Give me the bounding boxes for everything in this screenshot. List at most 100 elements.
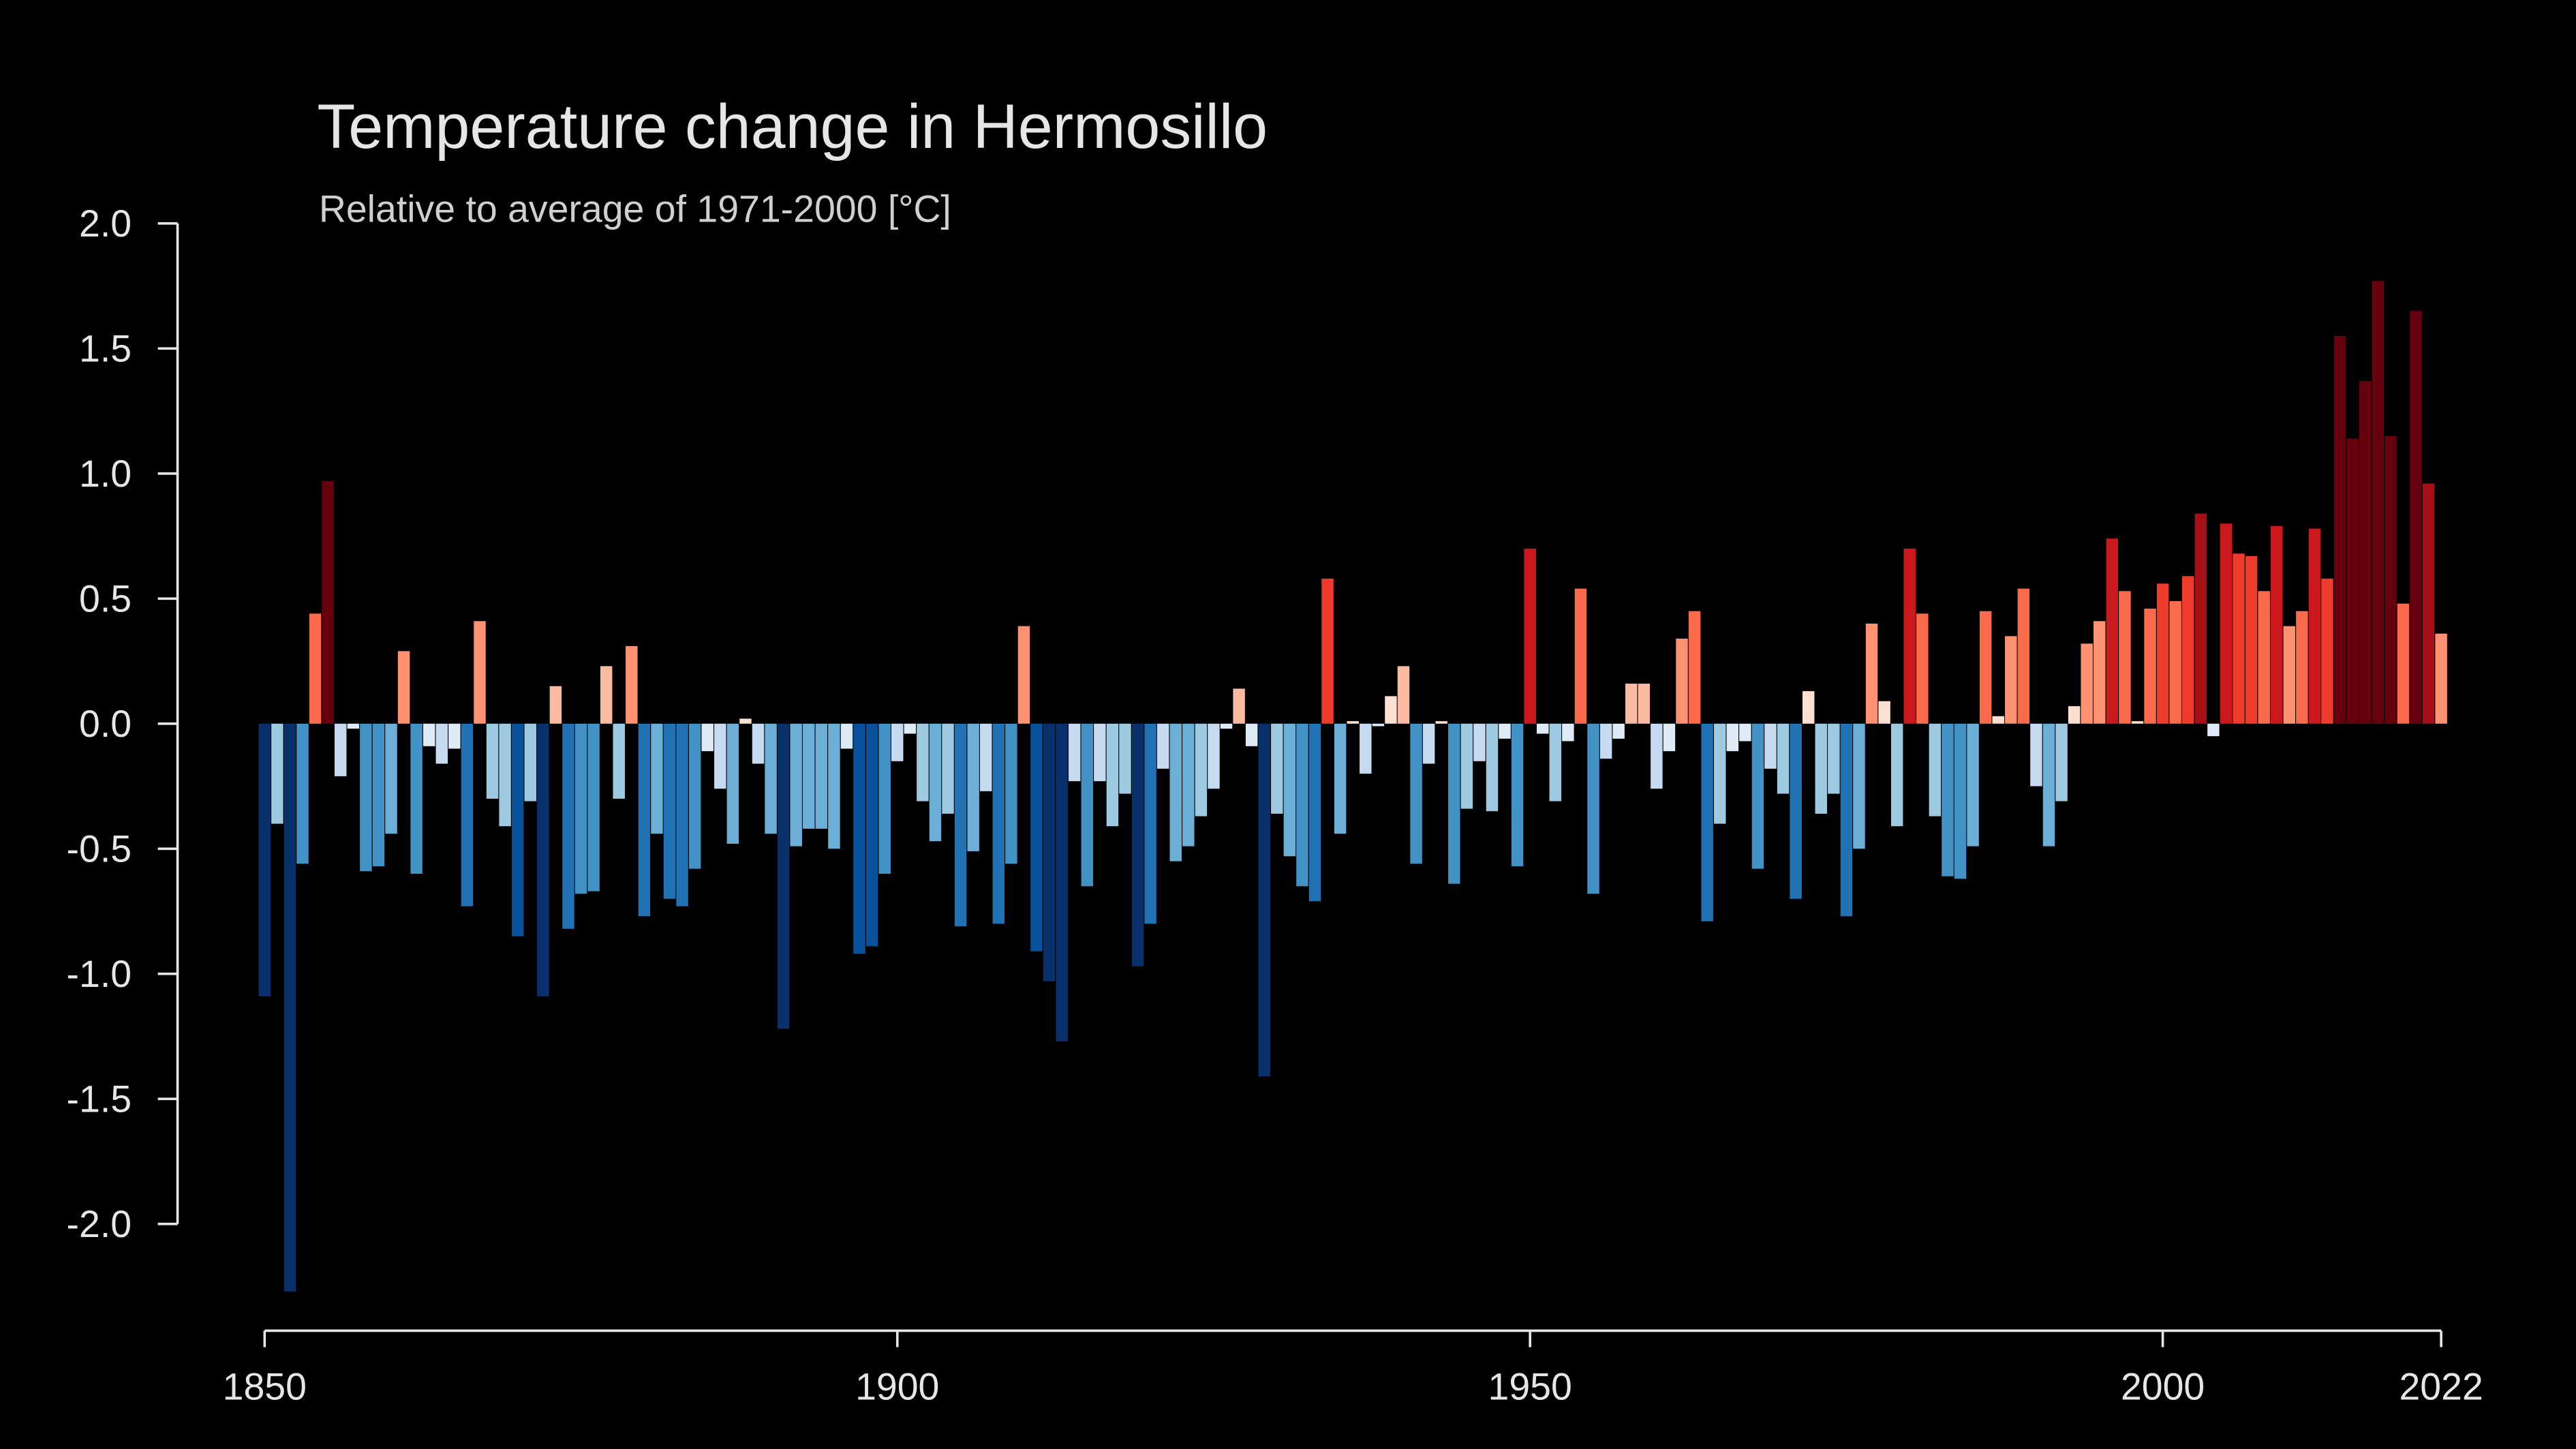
y-tick-label: -0.5 [67, 828, 132, 870]
bar [2220, 523, 2233, 724]
bar [1245, 723, 1258, 746]
bar [840, 723, 853, 749]
y-tick-label: 2.0 [79, 202, 132, 245]
bar [283, 723, 296, 1292]
bar [1397, 666, 1410, 724]
bar [2081, 643, 2093, 724]
bar [1296, 723, 1308, 887]
bar [2258, 591, 2270, 724]
bar [904, 723, 917, 734]
bar [626, 646, 638, 724]
bar [1802, 691, 1815, 724]
y-tick-label: 1.0 [79, 453, 132, 495]
bar [651, 723, 663, 834]
bar [2106, 538, 2119, 724]
bar [1992, 716, 2004, 724]
bar [1840, 723, 1853, 917]
x-tick-label: 2022 [2399, 1366, 2483, 1408]
bar [2182, 576, 2194, 724]
bar [486, 723, 499, 799]
bar [1676, 639, 1688, 724]
bar [1701, 723, 1713, 921]
bar [1208, 723, 1220, 789]
bar [2042, 723, 2055, 846]
bar [2385, 436, 2397, 724]
y-tick-label: -2.0 [67, 1203, 132, 1245]
bar [2333, 335, 2346, 724]
bar [360, 723, 372, 872]
chart-title: Temperature change in Hermosillo [317, 92, 1268, 162]
bar [2321, 578, 2333, 724]
bar [701, 723, 714, 752]
bar [1815, 723, 1827, 814]
bar [562, 723, 574, 929]
bar [1625, 684, 1638, 724]
bar [688, 723, 701, 869]
bar [954, 723, 967, 927]
bar [1106, 723, 1119, 827]
bar [1865, 623, 1878, 724]
bar [2055, 723, 2068, 802]
bar [929, 723, 942, 842]
bar [1790, 723, 1802, 899]
bar [777, 723, 790, 1029]
bar [1942, 723, 1954, 876]
bar [1182, 723, 1195, 846]
bar [1473, 723, 1486, 761]
bar [2207, 723, 2220, 737]
bar [1777, 723, 1790, 794]
bar [878, 723, 891, 874]
bar [1967, 723, 1979, 846]
bar [1005, 723, 1017, 864]
bar [790, 723, 802, 846]
bar [1499, 723, 1511, 739]
bar [967, 723, 979, 851]
bar [524, 723, 536, 802]
bar [2144, 608, 2156, 724]
bar [803, 723, 815, 829]
bar [461, 723, 474, 906]
bar [1372, 723, 1385, 727]
bar [1283, 723, 1296, 857]
bar [891, 723, 904, 761]
bar [511, 723, 524, 936]
bar [2233, 553, 2245, 724]
bar [1599, 723, 1612, 759]
bar [2068, 706, 2081, 724]
bar [2410, 311, 2422, 724]
bar [1422, 723, 1435, 764]
bar [1574, 588, 1587, 724]
bar [676, 723, 688, 906]
bar [1764, 723, 1777, 769]
bar [2131, 721, 2144, 724]
bar [1929, 723, 1942, 817]
bar [765, 723, 777, 834]
bar [1030, 723, 1043, 951]
bar [2308, 528, 2321, 724]
bar [1119, 723, 1131, 794]
bar [1979, 611, 1992, 724]
bar [1144, 723, 1156, 924]
bar [397, 651, 410, 724]
bar [1663, 723, 1676, 752]
bar [435, 723, 448, 764]
bar [549, 686, 562, 724]
bar [917, 723, 929, 802]
bar [1068, 723, 1081, 782]
bar [2435, 633, 2447, 724]
bar [587, 723, 600, 891]
bar [638, 723, 651, 917]
bar [347, 723, 360, 729]
bar [1347, 721, 1359, 724]
bar [726, 723, 739, 844]
bar [1233, 688, 1245, 724]
bar [2119, 591, 2131, 724]
bar [2005, 636, 2017, 724]
bar [2094, 621, 2106, 724]
bar [1043, 723, 1056, 981]
bar [1081, 723, 1093, 887]
bar [979, 723, 992, 791]
bar [1321, 578, 1334, 724]
bar [853, 723, 865, 954]
bar [2169, 600, 2181, 724]
